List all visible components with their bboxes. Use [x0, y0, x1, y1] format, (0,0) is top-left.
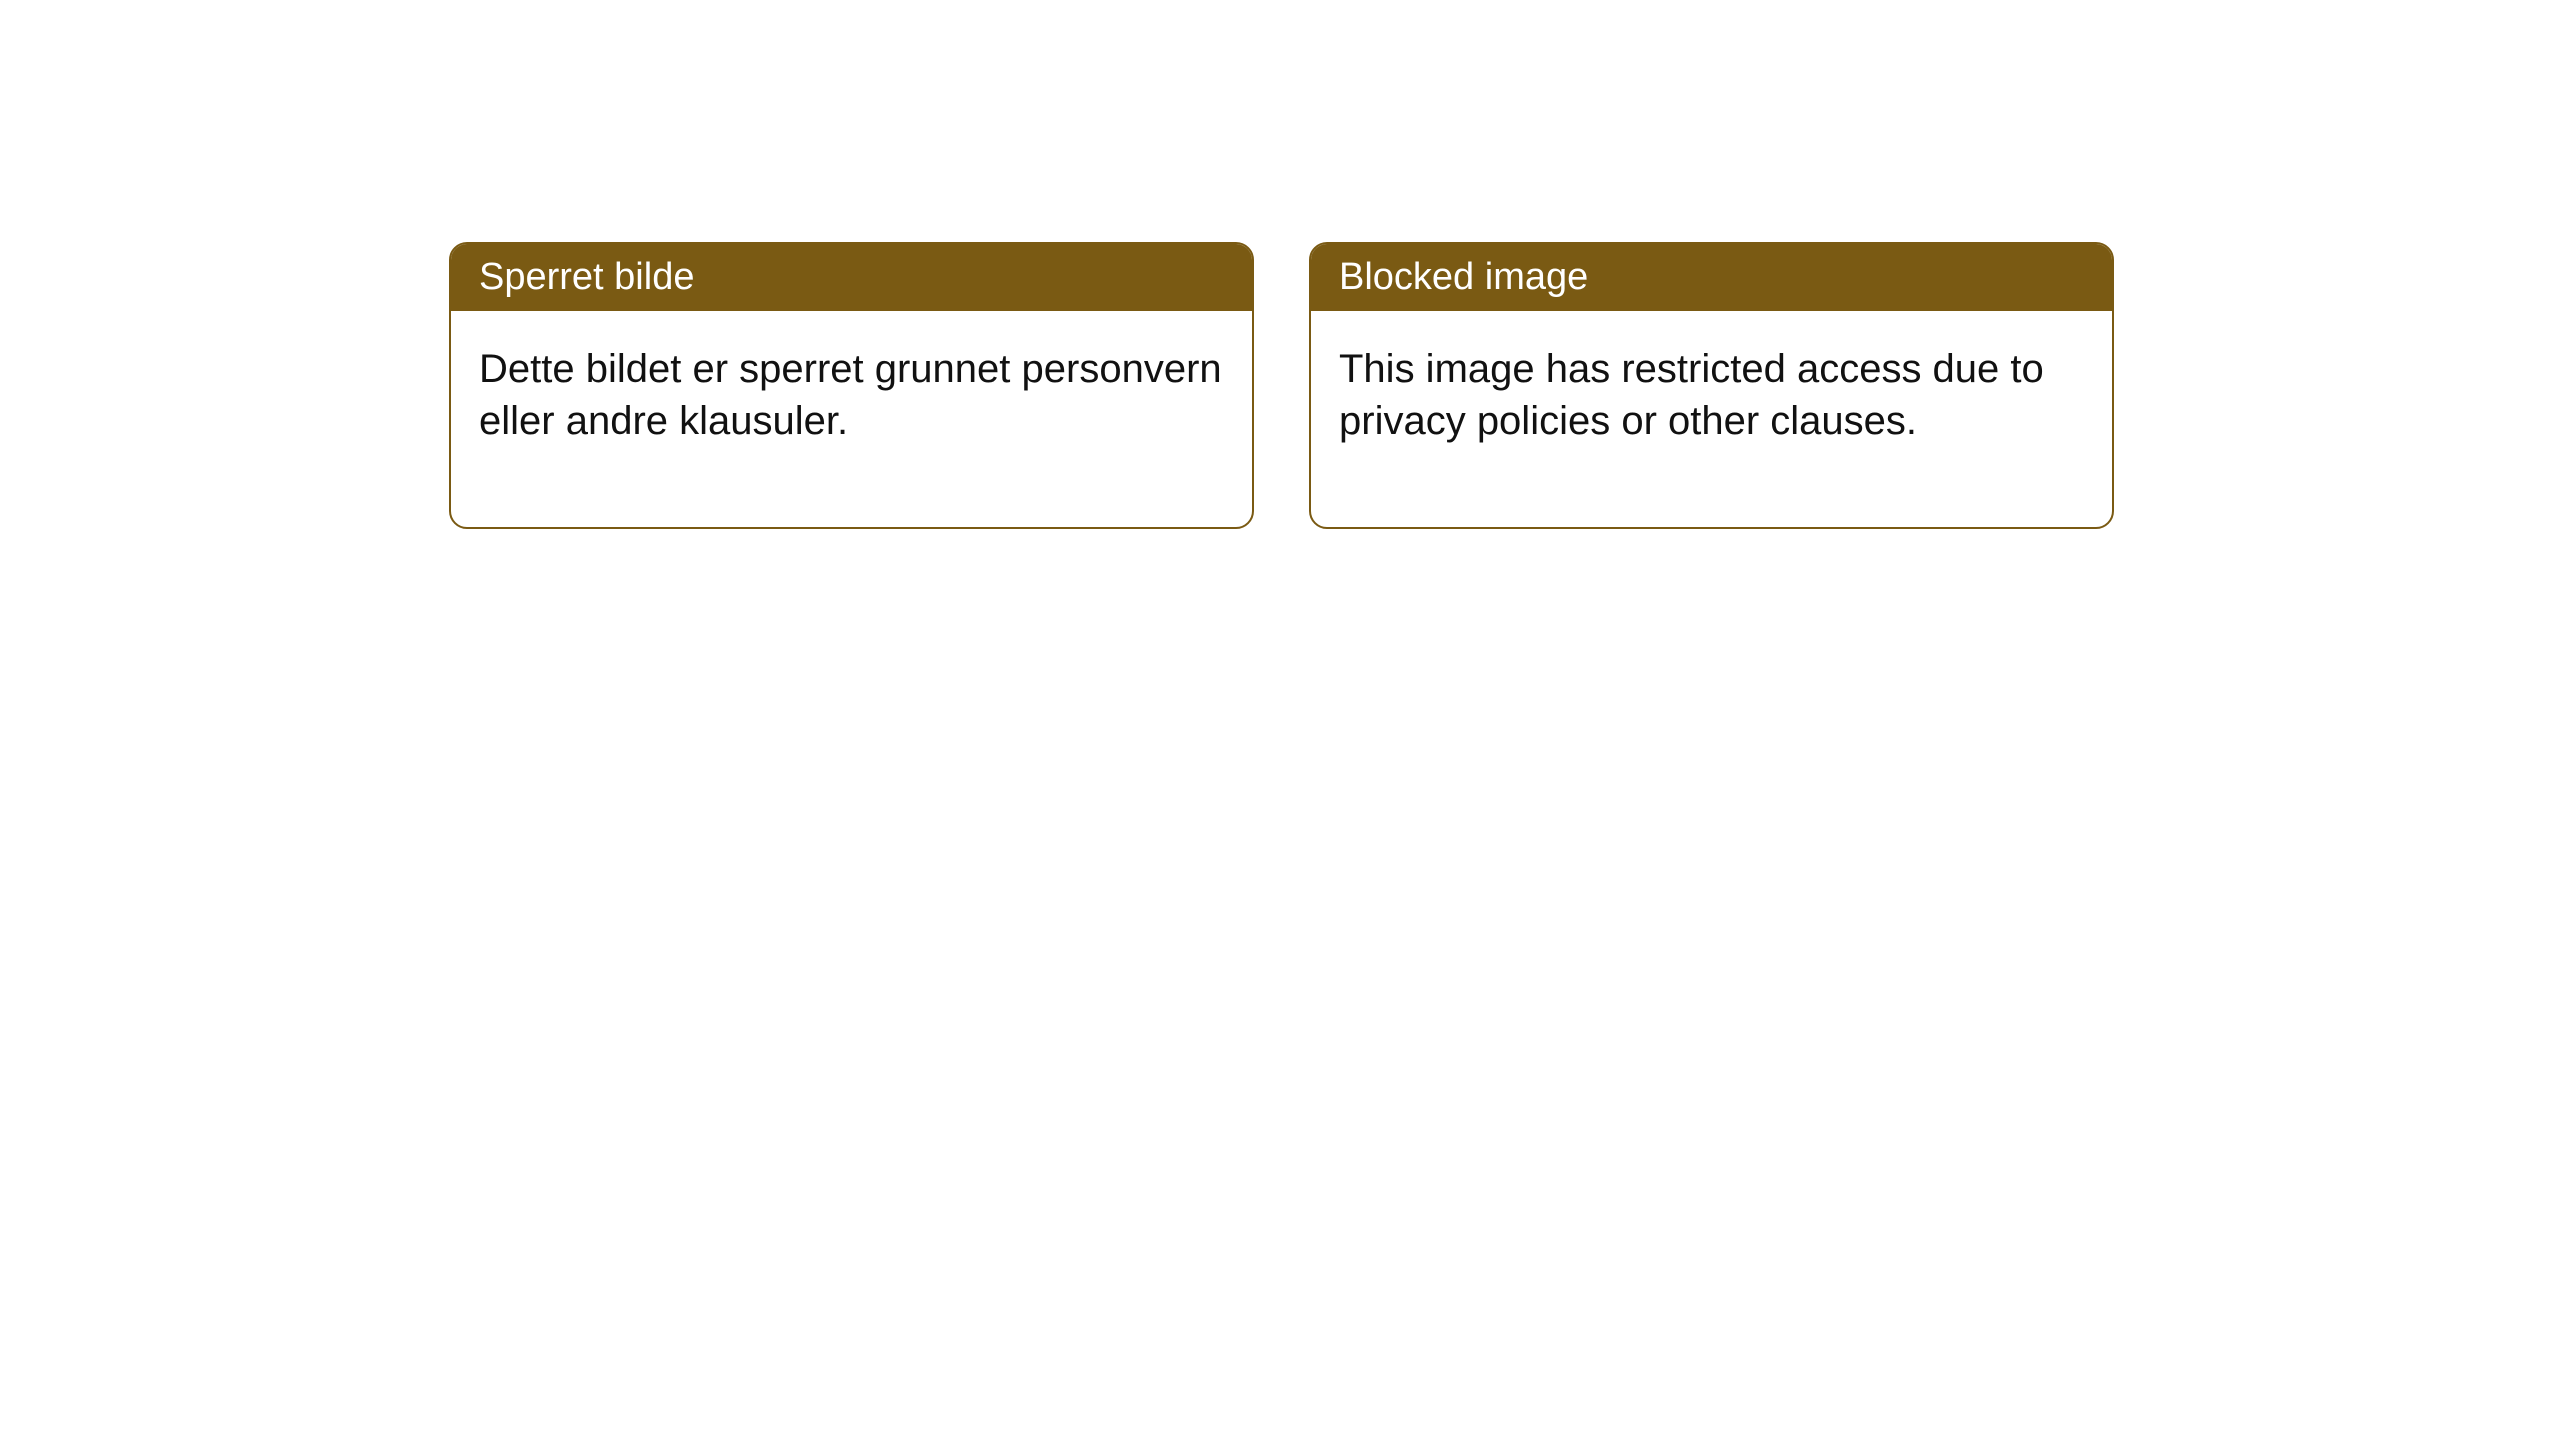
card-body-text: Dette bildet er sperret grunnet personve… — [479, 347, 1222, 443]
card-header: Sperret bilde — [451, 244, 1252, 311]
card-header-text: Sperret bilde — [479, 256, 694, 298]
notice-card-norwegian: Sperret bilde Dette bildet er sperret gr… — [449, 242, 1254, 529]
card-body-text: This image has restricted access due to … — [1339, 347, 2044, 443]
notice-container: Sperret bilde Dette bildet er sperret gr… — [449, 242, 2114, 529]
card-header: Blocked image — [1311, 244, 2112, 311]
card-body: Dette bildet er sperret grunnet personve… — [451, 311, 1252, 527]
card-body: This image has restricted access due to … — [1311, 311, 2112, 527]
card-header-text: Blocked image — [1339, 256, 1588, 298]
notice-card-english: Blocked image This image has restricted … — [1309, 242, 2114, 529]
